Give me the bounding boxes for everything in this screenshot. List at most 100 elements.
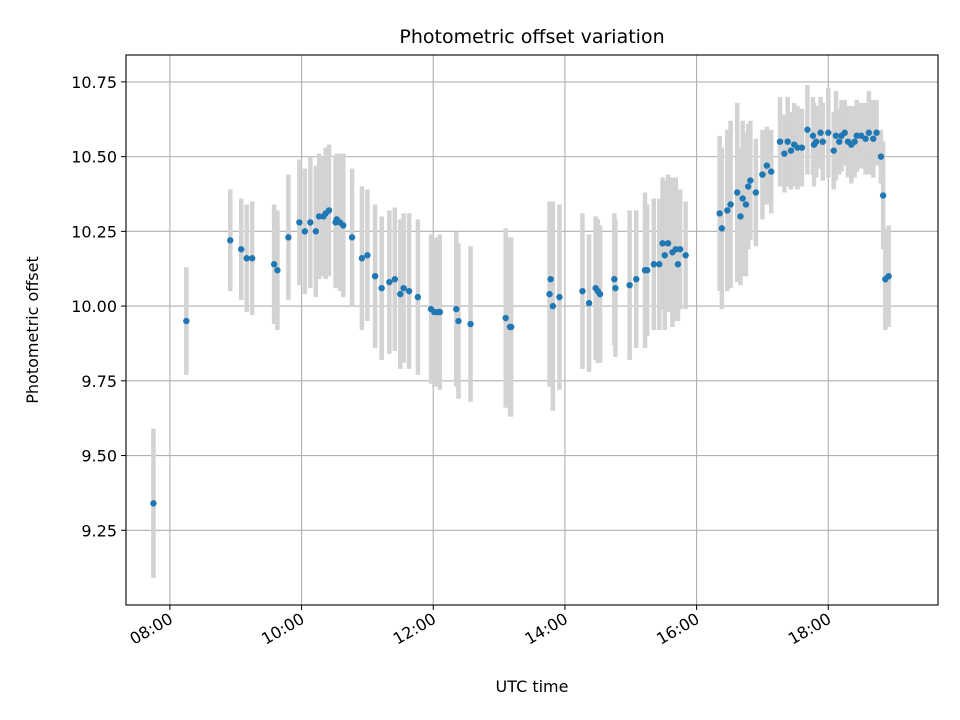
data-point [724,207,731,214]
data-point [661,252,668,259]
data-point [787,147,795,154]
data-point [307,219,314,226]
chart-title: Photometric offset variation [399,26,664,48]
data-point [455,317,462,325]
data-point [718,225,726,232]
data-point [650,261,657,268]
data-point [879,192,887,199]
data-point [453,305,460,313]
data-point [238,246,245,253]
data-point [819,138,826,145]
y-tick-label: 9.75 [81,372,117,391]
x-tick-label: 18:00 [785,609,834,649]
plot-area-frame [125,54,939,606]
data-point [865,129,873,136]
data-point [371,272,379,280]
data-point [841,129,848,136]
data-point [862,135,869,142]
data-point [747,177,754,184]
data-point [809,132,817,139]
x-tick-label: 14:00 [521,609,570,649]
data-point [391,275,399,283]
data-point [851,138,858,145]
data-point [733,189,741,196]
data-point [752,189,760,196]
data-point [301,228,309,235]
y-tick-label: 10.00 [71,297,117,316]
data-point [633,275,640,283]
data-point [664,240,672,247]
y-tick-label: 9.50 [81,447,117,466]
y-tick-label: 10.25 [71,222,117,241]
data-point [312,228,320,235]
y-tick-label: 10.75 [71,73,117,92]
y-axis-ticks: 9.25 9.50 9.75 10.00 10.25 10.50 10.75 [71,73,126,540]
data-point [414,293,422,301]
data-point [817,129,824,136]
data-point [832,132,840,139]
x-tick-label: 16:00 [653,609,702,649]
data-point [248,255,256,262]
data-point [813,138,820,145]
x-tick-label: 12:00 [390,609,439,649]
data-points [150,126,892,507]
data-point [400,284,407,292]
data-point [825,129,832,136]
data-point [243,255,250,262]
data-point [436,308,444,316]
data-point [378,284,385,292]
data-point [150,500,157,507]
data-point [315,213,323,220]
data-point [274,267,281,274]
data-point [270,261,278,268]
data-point [547,275,554,283]
data-point [397,290,404,298]
error-bars [151,84,891,579]
data-point [546,290,553,298]
data-point [656,261,663,268]
x-axis-title: UTC time [496,677,569,696]
data-point [768,168,775,175]
data-point [781,150,788,157]
data-point [348,234,356,241]
data-point [183,317,190,325]
data-point [804,126,811,133]
data-point [727,201,734,208]
data-point [626,281,633,289]
y-tick-label: 10.50 [71,148,117,167]
data-point [873,129,880,136]
data-point [830,147,837,154]
data-point [674,261,682,268]
data-point [227,237,234,244]
data-point [340,222,347,229]
data-point [798,144,806,151]
data-point [585,299,593,307]
y-tick-label: 9.25 [81,521,117,540]
data-point [676,246,684,253]
data-point [784,138,791,145]
x-axis-ticks: 08:00 10:00 12:00 14:00 16:00 18:00 [126,605,834,649]
data-point [836,138,843,145]
data-point [744,183,752,190]
data-point [885,272,892,280]
data-point [296,219,303,226]
data-point [325,207,333,214]
y-axis-title: Photometric offset [23,256,42,404]
data-point [502,314,509,322]
data-point [596,290,604,298]
data-point [737,213,744,220]
x-tick-label: 10:00 [258,609,307,649]
data-point [611,275,618,283]
data-point [549,302,557,310]
data-point [467,320,474,328]
data-point [739,195,746,202]
data-point [659,240,666,247]
data-point [763,162,771,169]
data-point [285,234,292,241]
data-point [672,246,679,253]
x-tick-label: 08:00 [126,609,175,649]
data-point [716,210,723,217]
data-point [386,278,393,286]
data-point [612,284,619,292]
